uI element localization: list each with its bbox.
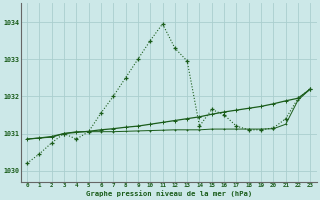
X-axis label: Graphe pression niveau de la mer (hPa): Graphe pression niveau de la mer (hPa) xyxy=(85,190,252,197)
